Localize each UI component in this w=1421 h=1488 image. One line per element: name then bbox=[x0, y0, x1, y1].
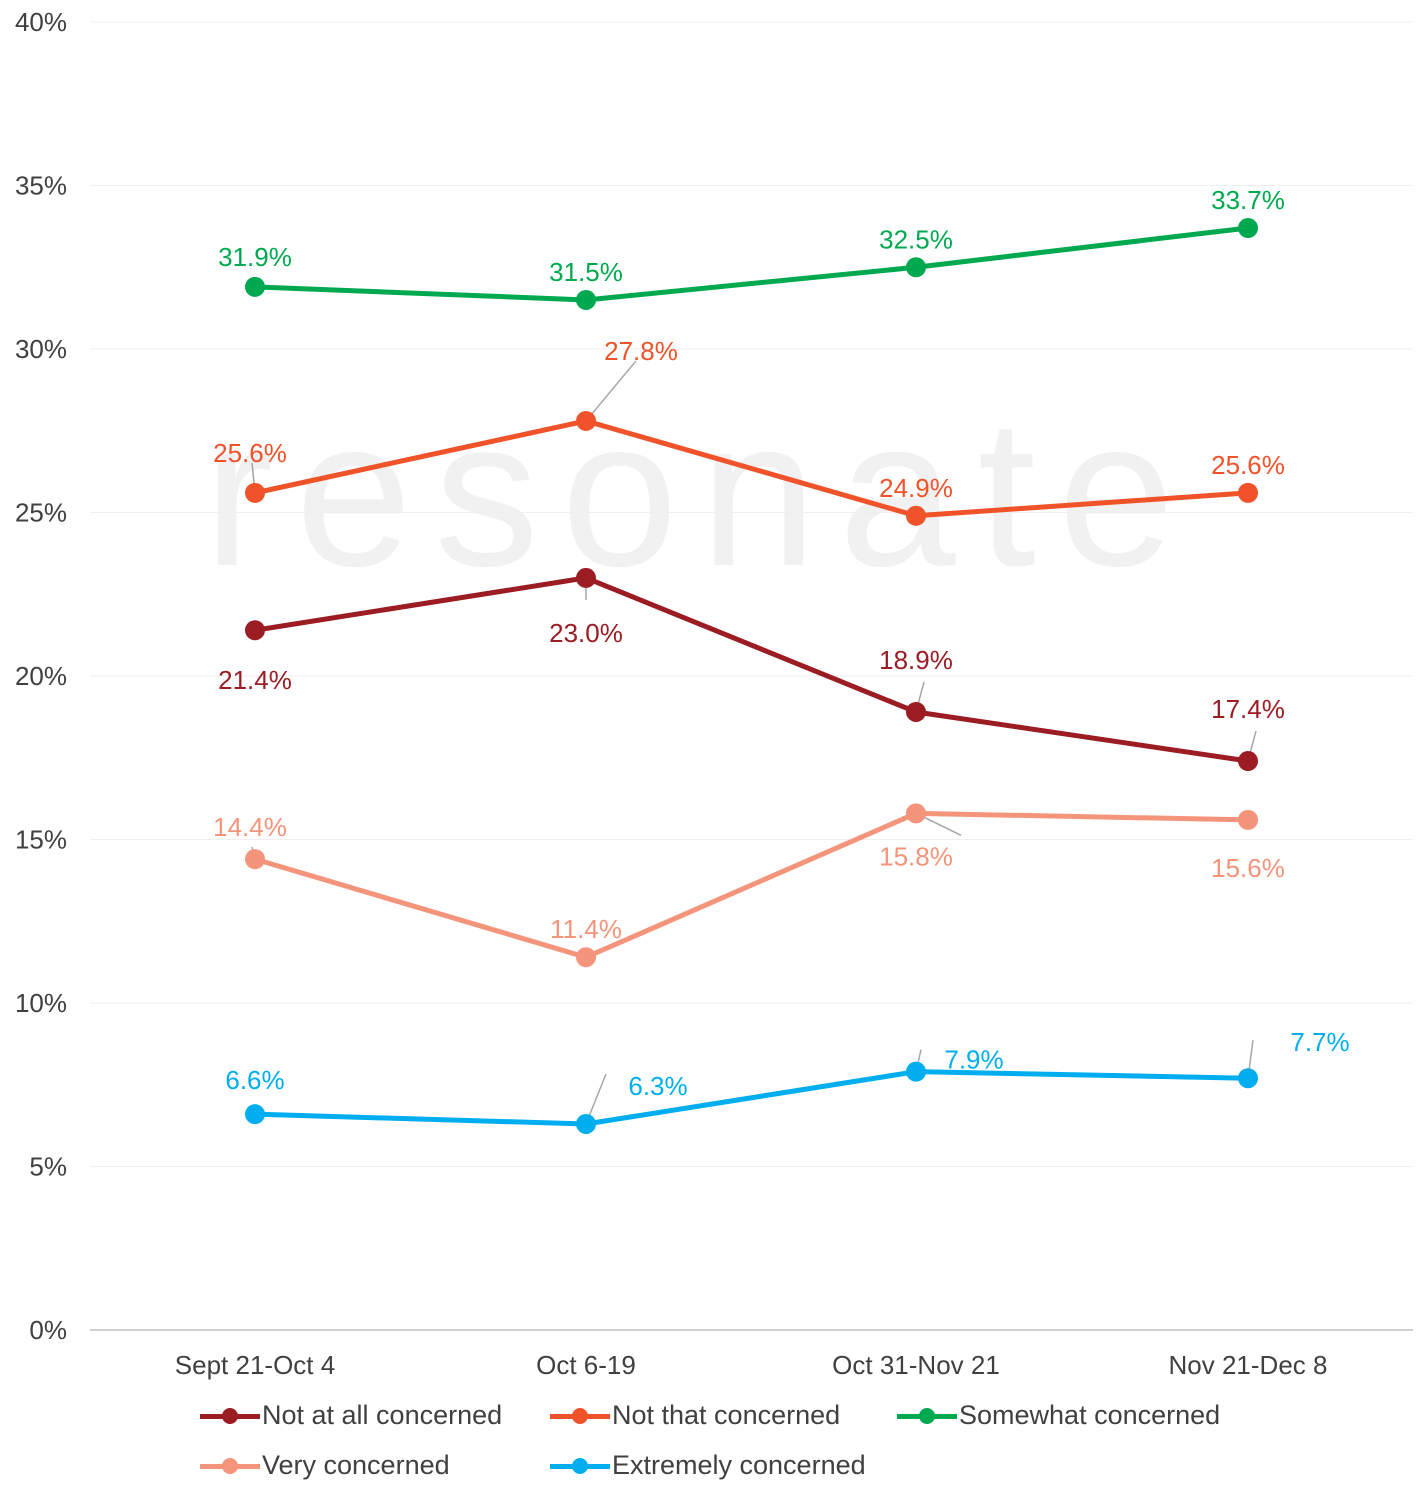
data-point bbox=[906, 257, 926, 278]
data-label: 6.3% bbox=[628, 1071, 687, 1101]
data-label: 25.6% bbox=[1211, 450, 1285, 480]
legend-label: Extremely concerned bbox=[612, 1450, 866, 1480]
data-label: 18.9% bbox=[879, 645, 953, 675]
x-tick-label: Oct 31-Nov 21 bbox=[832, 1350, 1000, 1380]
y-tick-label: 0% bbox=[29, 1315, 67, 1345]
data-label: 31.9% bbox=[218, 242, 292, 272]
series-line bbox=[254, 225, 1249, 303]
data-label: 21.4% bbox=[218, 665, 292, 695]
data-point bbox=[1238, 1068, 1258, 1089]
data-label: 6.6% bbox=[225, 1065, 284, 1095]
data-label: 7.9% bbox=[944, 1045, 1003, 1075]
y-tick-label: 40% bbox=[15, 7, 67, 37]
data-label: 17.4% bbox=[1211, 694, 1285, 724]
legend-item-somewhat-concerned: Somewhat concerned bbox=[897, 1400, 1220, 1431]
data-label: 11.4% bbox=[550, 914, 622, 944]
legend-item-not-at-all-concerned: Not at all concerned bbox=[200, 1400, 502, 1431]
label-leader-line bbox=[585, 360, 637, 422]
legend-swatch bbox=[200, 1456, 260, 1476]
y-tick-label: 30% bbox=[15, 334, 67, 364]
legend-item-not-that-concerned: Not that concerned bbox=[550, 1400, 840, 1431]
y-tick-label: 35% bbox=[15, 171, 67, 201]
y-tick-label: 15% bbox=[15, 825, 67, 855]
legend-swatch bbox=[200, 1406, 260, 1426]
data-point bbox=[576, 947, 596, 968]
data-point bbox=[906, 1061, 926, 1082]
data-point bbox=[245, 276, 265, 297]
data-label: 25.6% bbox=[213, 438, 287, 468]
data-point bbox=[576, 289, 596, 310]
legend-item-extremely-concerned: Extremely concerned bbox=[550, 1450, 866, 1481]
y-tick-label: 10% bbox=[15, 988, 67, 1018]
data-point bbox=[576, 1113, 596, 1134]
legend-item-very-concerned: Very concerned bbox=[200, 1450, 450, 1481]
series-line bbox=[254, 1069, 1249, 1127]
x-tick-label: Sept 21-Oct 4 bbox=[175, 1350, 335, 1380]
data-point bbox=[576, 410, 596, 431]
x-tick-label: Oct 6-19 bbox=[536, 1350, 636, 1380]
legend-swatch bbox=[550, 1406, 610, 1426]
data-point bbox=[906, 803, 926, 824]
data-label: 7.7% bbox=[1290, 1027, 1349, 1057]
x-tick-label: Nov 21-Dec 8 bbox=[1169, 1350, 1328, 1380]
legend-label: Not that concerned bbox=[612, 1400, 841, 1430]
data-point bbox=[576, 567, 596, 588]
legend-label: Somewhat concerned bbox=[959, 1400, 1221, 1430]
data-label: 31.5% bbox=[549, 257, 623, 287]
data-point bbox=[245, 1104, 265, 1125]
data-point bbox=[245, 482, 265, 503]
data-label: 15.8% bbox=[879, 841, 953, 871]
data-label: 27.8% bbox=[604, 336, 678, 366]
data-label: 14.4% bbox=[213, 812, 287, 842]
watermark-text: resonate bbox=[203, 375, 1196, 610]
data-label: 24.9% bbox=[879, 473, 953, 503]
data-label: 23.0% bbox=[549, 618, 623, 648]
data-label: 15.6% bbox=[1211, 853, 1285, 883]
legend-swatch bbox=[897, 1406, 957, 1426]
data-point bbox=[1238, 482, 1258, 503]
data-point bbox=[1238, 218, 1258, 239]
legend-swatch bbox=[550, 1456, 610, 1476]
legend-label: Not at all concerned bbox=[262, 1400, 503, 1430]
legend-label: Very concerned bbox=[262, 1450, 450, 1480]
series-line bbox=[254, 810, 1249, 960]
data-label: 33.7% bbox=[1211, 185, 1285, 215]
data-point bbox=[245, 849, 265, 870]
data-point bbox=[1238, 751, 1258, 772]
data-label: 32.5% bbox=[879, 224, 953, 254]
data-point bbox=[906, 505, 926, 526]
data-point bbox=[906, 701, 926, 722]
y-tick-label: 20% bbox=[15, 661, 67, 691]
series-line bbox=[254, 575, 1249, 764]
series-line bbox=[254, 418, 1249, 519]
data-point bbox=[245, 620, 265, 641]
y-tick-label: 5% bbox=[29, 1152, 67, 1182]
data-point bbox=[1238, 809, 1258, 830]
y-tick-label: 25% bbox=[15, 498, 67, 528]
